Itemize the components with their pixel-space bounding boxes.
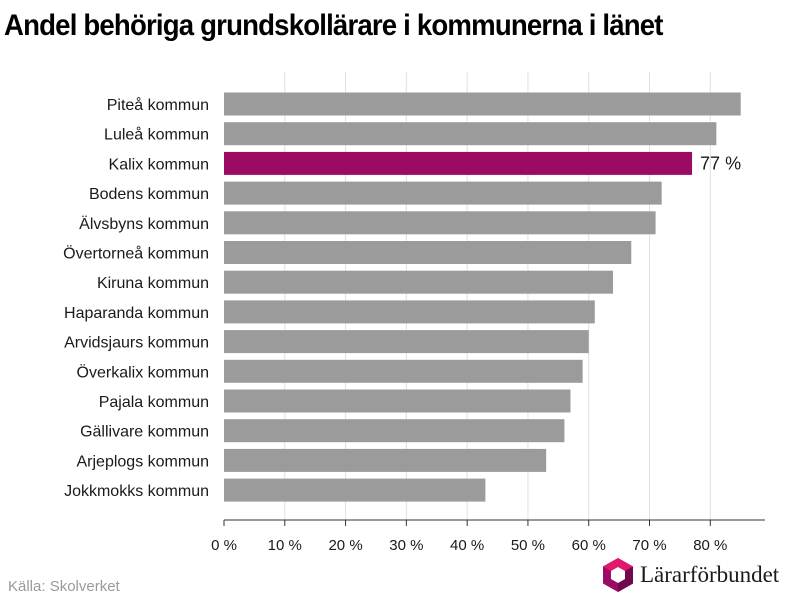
category-label: Älvsbyns kommun <box>79 215 209 233</box>
bar <box>224 359 583 383</box>
x-tick-label: 10 % <box>268 537 302 554</box>
category-label: Kalix kommun <box>109 156 209 173</box>
bar <box>224 300 595 324</box>
category-label: Gällivare kommun <box>80 424 209 441</box>
x-tick-label: 50 % <box>511 537 545 554</box>
data-label: 77 % <box>700 153 741 173</box>
category-label: Haparanda kommun <box>64 305 209 322</box>
bar <box>224 211 656 235</box>
bar <box>224 151 693 175</box>
hexagon-logo-icon <box>603 558 633 592</box>
bar <box>224 270 614 294</box>
category-label: Arjeplogs kommun <box>77 453 210 470</box>
bar <box>224 419 565 443</box>
bar <box>224 181 662 205</box>
category-label: Övertorneå kommun <box>63 245 209 263</box>
brand-name: Lärarförbundet <box>640 562 780 587</box>
x-tick-label: 20 % <box>328 537 362 554</box>
bar <box>224 241 632 264</box>
x-tick-label: 0 % <box>211 537 237 554</box>
brand-logo: Lärarförbundet <box>600 556 796 594</box>
x-tick-label: 40 % <box>450 537 484 554</box>
bar <box>224 448 547 472</box>
x-tick-label: 30 % <box>389 537 423 554</box>
category-label: Överkalix kommun <box>77 363 209 381</box>
category-label: Jokkmokks kommun <box>64 483 209 500</box>
x-tick-label: 70 % <box>632 537 666 554</box>
x-tick-label: 80 % <box>693 537 727 554</box>
bar <box>224 330 589 354</box>
bar <box>224 92 741 116</box>
category-label: Pajala kommun <box>99 394 209 411</box>
bar <box>224 478 486 502</box>
category-label: Arvidsjaurs kommun <box>64 335 209 352</box>
category-label: Luleå kommun <box>104 126 209 144</box>
chart-title: Andel behöriga grundskollärare i kommune… <box>4 9 663 42</box>
bar-chart: Piteå kommun Luleå kommun Kalix kommun 77 %… <box>63 72 765 554</box>
x-tick-label: 60 % <box>572 537 606 554</box>
category-label: Piteå kommun <box>107 96 209 114</box>
category-label: Kiruna kommun <box>97 275 209 292</box>
source-note: Källa: Skolverket <box>8 578 120 595</box>
bar <box>224 389 571 413</box>
category-label: Bodens kommun <box>89 186 209 203</box>
bar <box>224 122 717 146</box>
